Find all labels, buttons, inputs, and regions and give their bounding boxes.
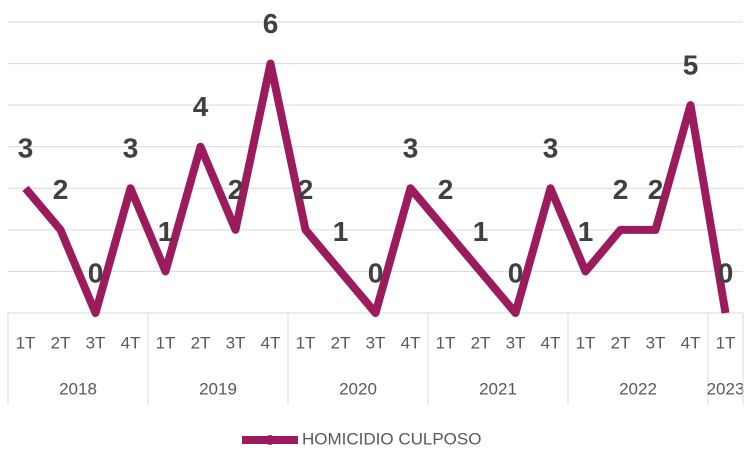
data-label: 1 bbox=[578, 216, 594, 247]
x-group-label: 2019 bbox=[199, 379, 237, 398]
data-label: 3 bbox=[403, 133, 419, 164]
data-label: 2 bbox=[53, 174, 69, 205]
x-tick-label: 1T bbox=[436, 333, 456, 352]
data-label: 1 bbox=[158, 216, 174, 247]
legend-label: HOMICIDIO CULPOSO bbox=[302, 429, 481, 448]
data-label: 2 bbox=[228, 174, 244, 205]
data-label: 2 bbox=[298, 174, 314, 205]
data-label: 2 bbox=[613, 174, 629, 205]
x-tick-label: 4T bbox=[681, 333, 701, 352]
x-tick-label: 3T bbox=[646, 333, 666, 352]
data-label: 0 bbox=[508, 257, 524, 288]
x-group-label: 2020 bbox=[339, 379, 377, 398]
data-label: 0 bbox=[368, 257, 384, 288]
x-tick-label: 2T bbox=[51, 333, 71, 352]
data-label: 2 bbox=[648, 174, 664, 205]
x-group-label: 2023 bbox=[707, 379, 745, 398]
data-label: 4 bbox=[193, 91, 209, 122]
data-label: 3 bbox=[123, 133, 139, 164]
x-tick-label: 1T bbox=[296, 333, 316, 352]
x-group-label: 2021 bbox=[479, 379, 517, 398]
x-tick-label: 3T bbox=[366, 333, 386, 352]
data-label: 5 bbox=[683, 50, 699, 81]
data-label: 3 bbox=[543, 133, 559, 164]
x-tick-label: 1T bbox=[576, 333, 596, 352]
data-label: 3 bbox=[18, 133, 34, 164]
series-line bbox=[22, 59, 730, 317]
x-tick-label: 2T bbox=[331, 333, 351, 352]
x-tick-label: 4T bbox=[121, 333, 141, 352]
x-tick-label: 2T bbox=[611, 333, 631, 352]
data-label: 6 bbox=[263, 8, 279, 39]
data-label: 1 bbox=[333, 216, 349, 247]
x-group-label: 2022 bbox=[619, 379, 657, 398]
x-tick-label: 1T bbox=[16, 333, 36, 352]
x-tick-label: 4T bbox=[401, 333, 421, 352]
x-tick-label: 4T bbox=[541, 333, 561, 352]
data-label: 0 bbox=[718, 257, 734, 288]
x-tick-label: 3T bbox=[506, 333, 526, 352]
x-tick-label: 1T bbox=[156, 333, 176, 352]
x-tick-label: 4T bbox=[261, 333, 281, 352]
x-tick-label: 3T bbox=[226, 333, 246, 352]
data-label: 2 bbox=[438, 174, 454, 205]
x-tick-label: 1T bbox=[716, 333, 736, 352]
x-tick-label: 2T bbox=[191, 333, 211, 352]
x-group-label: 2018 bbox=[59, 379, 97, 398]
x-tick-label: 2T bbox=[471, 333, 491, 352]
legend-marker bbox=[265, 435, 275, 445]
x-tick-label: 3T bbox=[86, 333, 106, 352]
data-label: 0 bbox=[88, 257, 104, 288]
data-label: 1 bbox=[473, 216, 489, 247]
